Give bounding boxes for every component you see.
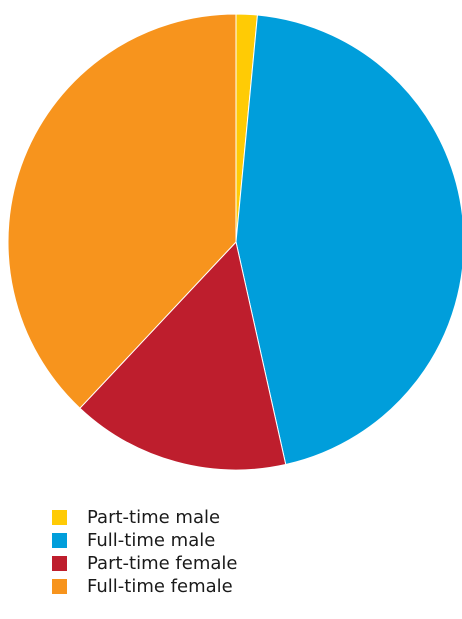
legend-swatch-part-time-male [52,510,67,525]
legend-swatch-full-time-female [52,579,67,594]
legend-label-full-time-female: Full-time female [87,576,233,597]
legend-item-part-time-female: Part-time female [52,552,237,575]
legend-label-part-time-female: Part-time female [87,553,238,574]
pie-slice-full-time-male [235,14,462,466]
legend: Part-time male Full-time male Part-time … [52,506,237,598]
legend-label-part-time-male: Part-time male [87,507,221,528]
pie-slice-full-time-female [7,13,237,409]
legend-swatch-full-time-male [52,533,67,548]
pie-chart [7,13,462,471]
legend-label-full-time-male: Full-time male [87,530,216,551]
legend-item-full-time-female: Full-time female [52,575,237,598]
legend-item-full-time-male: Full-time male [52,529,237,552]
pie-slices [7,13,462,471]
pie-slice-part-time-female [79,241,287,471]
legend-swatch-part-time-female [52,556,67,571]
legend-item-part-time-male: Part-time male [52,506,237,529]
